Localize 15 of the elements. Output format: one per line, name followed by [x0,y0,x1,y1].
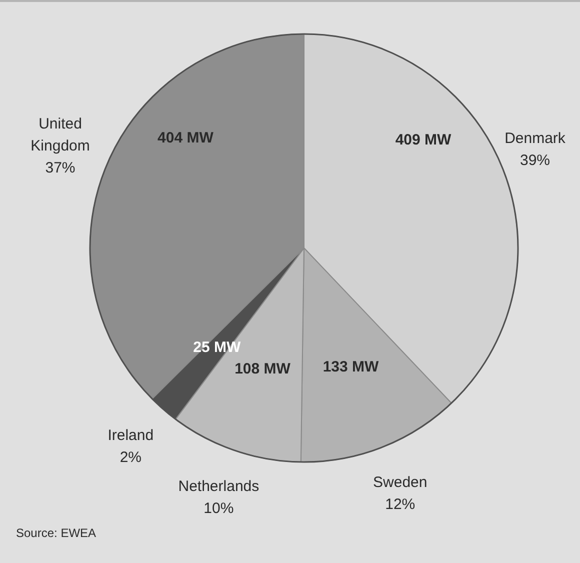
data-label: 404 MW [158,130,214,147]
text: 2% [120,449,142,466]
slice-label: Ireland [108,427,154,444]
slice-label: United Kingdom [30,115,90,154]
slice-label: Denmark [504,130,566,148]
source-note: Source: EWEA [16,526,96,540]
data-label: 133 MW [322,358,380,376]
text: 12% [385,496,416,513]
data-label: 108 MW [234,360,292,378]
text: 37% [45,159,76,176]
slice-label: Sweden [373,474,428,491]
text: 10% [204,500,234,517]
text: 39% [520,152,550,170]
data-label: 409 MW [395,131,452,148]
slice-label: Netherlands [178,478,260,495]
